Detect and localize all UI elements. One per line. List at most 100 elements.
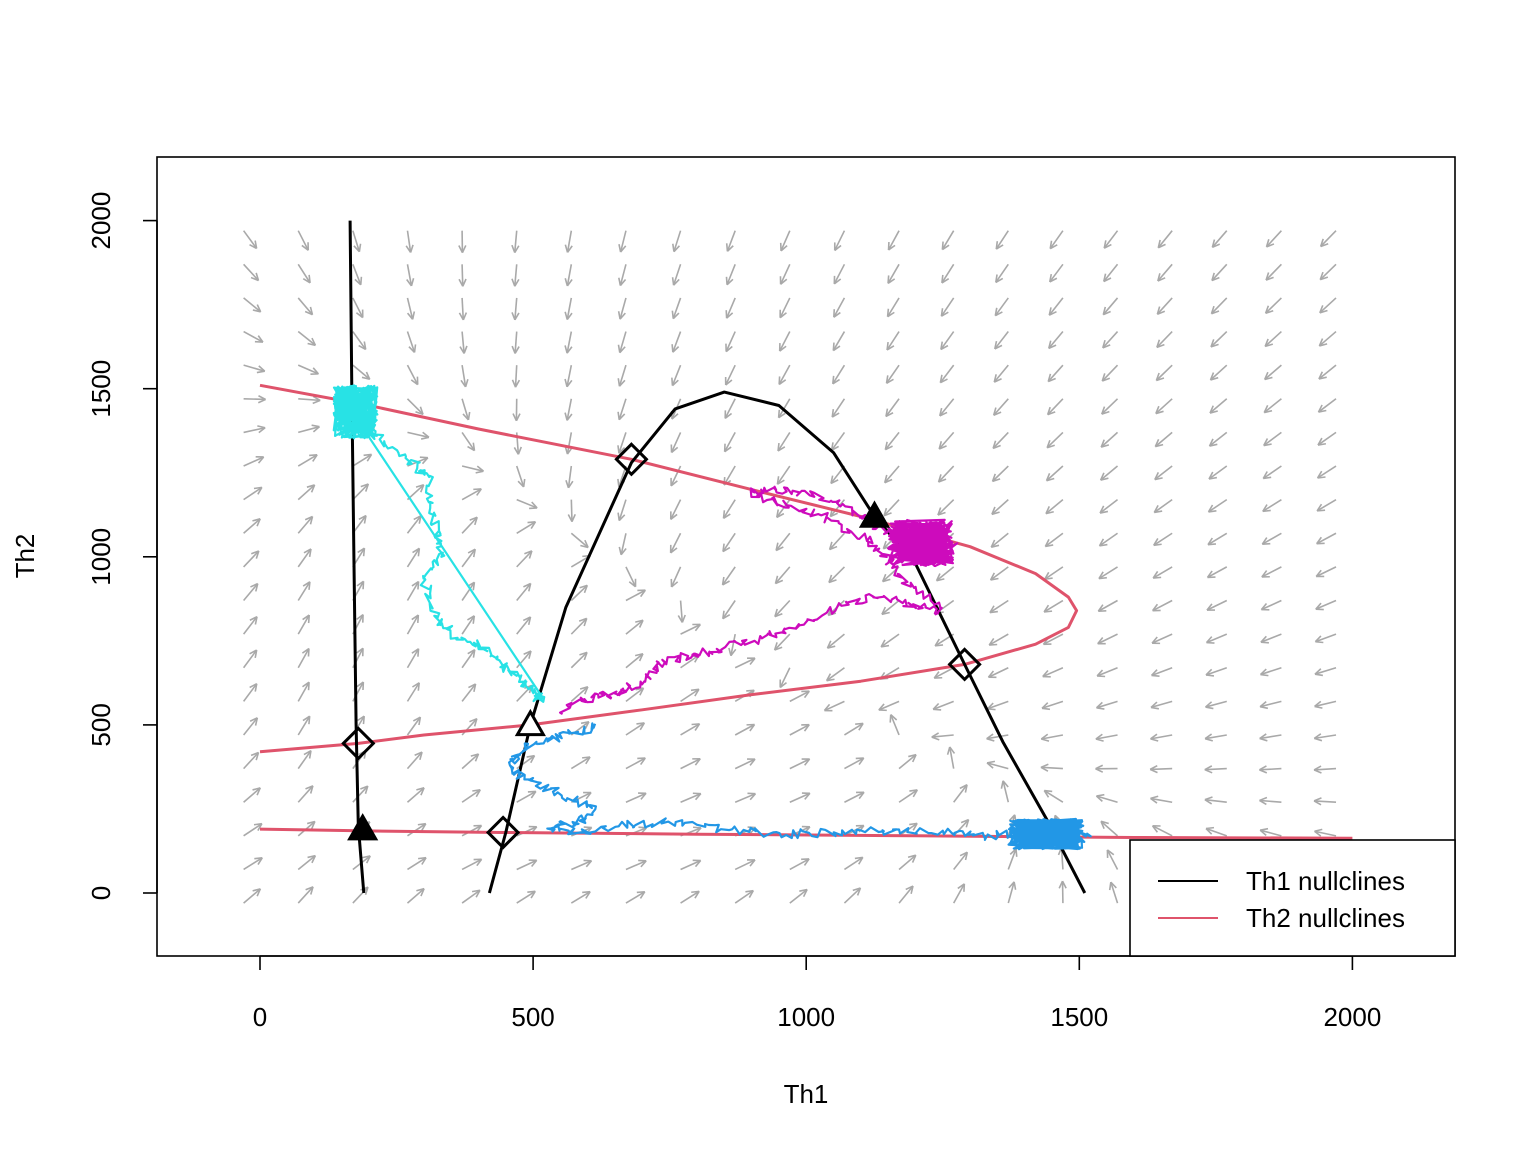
vector-arrow <box>564 432 573 455</box>
x-axis-title: Th1 <box>784 1079 829 1109</box>
vector-arrow <box>1097 633 1118 645</box>
vector-arrow <box>878 700 900 712</box>
vector-arrow <box>352 785 369 803</box>
y-tick-label: 2000 <box>86 192 116 250</box>
equilibrium-diamond <box>614 442 649 477</box>
vector-arrow <box>617 499 627 522</box>
vector-arrow <box>1097 599 1118 613</box>
vector-arrow <box>1208 465 1228 480</box>
vector-arrow <box>407 431 430 440</box>
vector-arrow <box>1319 230 1337 248</box>
vector-arrow <box>570 890 591 904</box>
vector-arrow <box>297 647 310 669</box>
vector-arrow <box>680 723 701 736</box>
vector-arrow <box>941 263 955 284</box>
vector-arrow <box>987 667 1009 679</box>
vector-arrow <box>1260 599 1282 611</box>
vector-arrow <box>1095 733 1118 742</box>
vector-arrow <box>789 858 810 871</box>
vector-arrow <box>672 230 682 253</box>
vector-arrow <box>734 889 755 904</box>
vector-arrow <box>1049 230 1064 250</box>
vector-arrow <box>406 364 419 386</box>
vector-arrow <box>1316 532 1337 545</box>
vector-arrow <box>933 667 955 679</box>
vector-arrow <box>1204 796 1227 805</box>
vector-arrow <box>405 230 414 253</box>
vector-arrow <box>1204 733 1227 742</box>
vector-arrow <box>242 683 258 702</box>
vector-arrow <box>734 859 756 871</box>
vector-arrow <box>297 364 320 376</box>
vector-arrow <box>1101 364 1119 382</box>
vector-arrow <box>1098 532 1118 547</box>
vector-arrow <box>889 714 900 736</box>
vector-arrow <box>844 722 864 736</box>
vector-arrow <box>779 263 791 285</box>
vector-arrow <box>952 883 966 904</box>
vector-arrow <box>680 890 700 904</box>
vector-arrow <box>722 499 736 519</box>
vector-arrow <box>511 297 520 321</box>
vector-arrow <box>1048 297 1064 316</box>
vector-arrow <box>823 700 845 712</box>
equilibrium-diamond <box>341 726 376 761</box>
vector-arrow <box>953 784 968 803</box>
vector-arrow <box>1209 398 1228 414</box>
vector-arrow <box>571 859 593 871</box>
vector-arrow <box>570 617 588 635</box>
vector-arrow <box>297 681 310 702</box>
vector-arrow <box>991 499 1009 516</box>
vector-arrow <box>352 331 367 351</box>
vector-arrow <box>297 330 317 347</box>
vector-arrow <box>406 887 425 904</box>
vector-arrow <box>988 633 1009 646</box>
vector-arrow <box>1262 465 1282 480</box>
vector-arrow <box>1317 431 1337 446</box>
vector-arrow <box>1319 297 1337 314</box>
vector-arrow <box>1103 230 1119 249</box>
vector-arrow <box>1150 666 1173 677</box>
vector-arrow <box>931 732 954 741</box>
vector-arrow <box>515 465 526 488</box>
vector-arrow <box>1259 796 1282 806</box>
vector-arrow <box>352 297 364 319</box>
vector-arrow <box>1047 364 1064 383</box>
vector-arrow <box>1265 263 1282 281</box>
vector-arrow <box>940 331 955 351</box>
vector-arrow <box>625 890 646 904</box>
y-tick-label: 1000 <box>86 528 116 586</box>
vector-arrow <box>565 465 574 489</box>
vector-arrow <box>1206 566 1228 579</box>
vector-arrow <box>724 364 736 386</box>
vector-arrow <box>953 851 969 870</box>
x-tick-label: 1000 <box>777 1002 835 1032</box>
vector-arrow <box>243 364 266 374</box>
vector-arrow <box>242 615 258 635</box>
vector-arrow <box>1108 881 1119 904</box>
vector-arrow <box>830 465 846 485</box>
vector-arrow <box>461 488 482 501</box>
vector-arrow <box>833 263 846 285</box>
vector-arrow <box>1048 263 1064 283</box>
vector-arrow <box>1313 765 1337 774</box>
vector-arrow <box>828 532 846 551</box>
vector-arrow <box>779 667 791 689</box>
vector-arrow <box>1210 330 1228 348</box>
vector-arrow <box>564 331 573 354</box>
vector-arrow <box>937 465 955 483</box>
vector-arrow <box>932 700 954 711</box>
legend-label-th2: Th2 nullclines <box>1246 903 1405 933</box>
vector-arrow <box>1099 465 1119 481</box>
vector-arrow <box>1100 820 1119 837</box>
vector-arrow <box>1098 566 1118 580</box>
vector-arrow <box>777 431 791 452</box>
vector-arrow <box>843 887 862 904</box>
vector-arrow <box>570 532 589 549</box>
vector-arrow <box>625 687 645 703</box>
vector-arrow <box>297 548 312 568</box>
vector-arrow <box>511 264 520 287</box>
x-tick-label: 0 <box>253 1002 267 1032</box>
x-axis: 0 500 1000 1500 2000 <box>253 955 1381 1032</box>
vector-arrow <box>1207 498 1228 513</box>
